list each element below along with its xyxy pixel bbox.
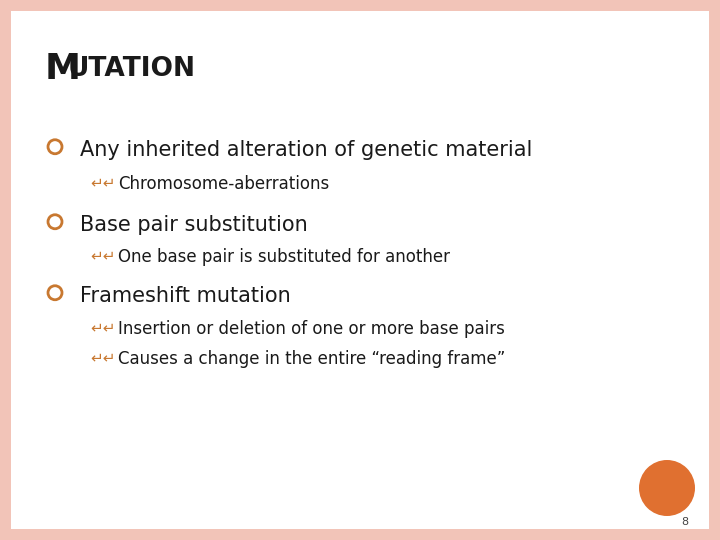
Text: Base pair substitution: Base pair substitution — [80, 215, 307, 235]
Text: ↵↵: ↵↵ — [90, 320, 115, 335]
Text: Any inherited alteration of genetic material: Any inherited alteration of genetic mate… — [80, 140, 532, 160]
Circle shape — [48, 140, 62, 154]
Text: One base pair is substituted for another: One base pair is substituted for another — [118, 248, 450, 266]
Text: ↵↵: ↵↵ — [90, 248, 115, 263]
Text: M: M — [45, 52, 81, 86]
Text: Frameshift mutation: Frameshift mutation — [80, 286, 291, 306]
Text: Causes a change in the entire “reading frame”: Causes a change in the entire “reading f… — [118, 350, 505, 368]
Text: UTATION: UTATION — [68, 56, 196, 82]
Circle shape — [639, 460, 695, 516]
Text: Chromosome-aberrations: Chromosome-aberrations — [118, 175, 329, 193]
Circle shape — [48, 286, 62, 300]
Text: 8: 8 — [681, 517, 688, 527]
Text: Insertion or deletion of one or more base pairs: Insertion or deletion of one or more bas… — [118, 320, 505, 338]
Text: ↵↵: ↵↵ — [90, 350, 115, 365]
Text: ↵↵: ↵↵ — [90, 175, 115, 190]
Circle shape — [48, 215, 62, 229]
